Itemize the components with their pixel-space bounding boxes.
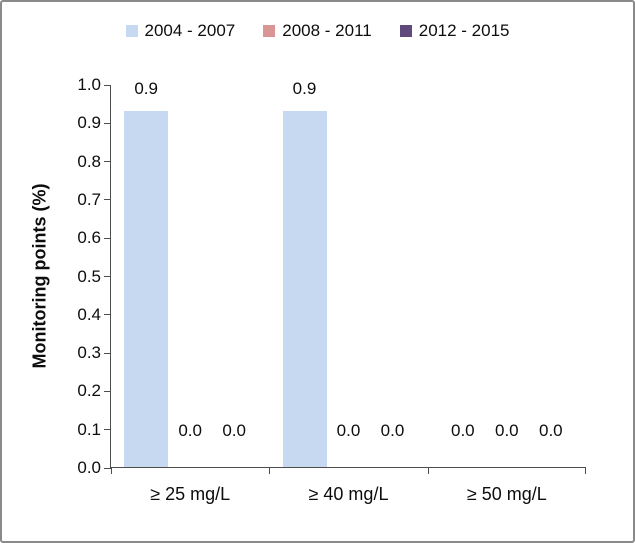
legend-swatch-icon (263, 25, 276, 37)
y-tick-label: 1.0 (77, 75, 101, 94)
bar-value-label: 0.0 (336, 421, 361, 440)
y-tick-label: 0.3 (77, 343, 101, 363)
bar-value-label: 0.0 (495, 421, 519, 440)
legend-label: 2012 - 2015 (418, 21, 510, 40)
x-category-label: ≥ 50 mg/L (466, 484, 547, 504)
y-tick-label: 0.5 (77, 266, 101, 286)
y-tick-mark (104, 390, 111, 392)
legend: 2004 - 2007 2008 - 2011 2012 - 2015 (2, 20, 633, 42)
bar-value-label: 0.0 (380, 421, 405, 440)
y-tick-label: 0.0 (77, 458, 101, 477)
y-tick-label: 0.2 (77, 381, 101, 401)
bar-value-label: 0.0 (222, 421, 246, 440)
y-tick-label: 0.7 (77, 189, 101, 209)
bar-2004-2007-cat1 (282, 111, 327, 467)
bar-value-label: 0.0 (539, 421, 563, 440)
bar-value-label: 0.0 (178, 421, 202, 440)
y-tick-mark (104, 352, 111, 354)
x-tick-mark (427, 467, 429, 474)
legend-swatch-icon (399, 25, 412, 37)
y-tick-mark (104, 84, 111, 86)
x-category-label: ≥ 25 mg/L (150, 484, 231, 504)
x-tick-mark (269, 467, 271, 474)
legend-item: 2004 - 2007 (125, 20, 236, 42)
bar-value-label: 0.9 (134, 79, 158, 98)
y-tick-label: 0.4 (77, 304, 101, 324)
y-tick-label: 0.6 (77, 228, 101, 248)
legend-item: 2008 - 2011 (263, 20, 372, 42)
legend-label: 2008 - 2011 (282, 21, 372, 40)
y-tick-label: 0.1 (77, 419, 101, 439)
y-axis-title: Monitoring points (%) (29, 183, 50, 369)
plot-area: 0.0 0.1 0.2 0.3 0.4 0.5 0.6 0.7 0.8 0.9 1.0 ≥ 25 mg… (77, 75, 586, 504)
x-tick-mark (111, 467, 112, 474)
x-category-label: ≥ 40 mg/L (308, 484, 389, 504)
y-tick-mark (104, 467, 111, 469)
y-tick-mark (104, 122, 111, 124)
bar-value-label: 0.0 (451, 421, 475, 440)
y-tick-mark (104, 161, 111, 163)
y-tick-label: 0.9 (77, 113, 101, 133)
y-tick-mark (104, 429, 111, 431)
y-tick-label: 0.8 (77, 151, 101, 171)
y-tick-mark (104, 276, 111, 277)
y-tick-mark (104, 237, 111, 239)
y-tick-mark (104, 199, 111, 201)
x-tick-mark (585, 467, 586, 474)
legend-swatch-icon (125, 25, 138, 37)
bar-2004-2007-cat0 (124, 111, 169, 467)
legend-label: 2004 - 2007 (144, 21, 236, 40)
bar-value-label: 0.9 (292, 79, 317, 98)
y-tick-mark (104, 314, 111, 316)
legend-item: 2012 - 2015 (399, 20, 510, 42)
